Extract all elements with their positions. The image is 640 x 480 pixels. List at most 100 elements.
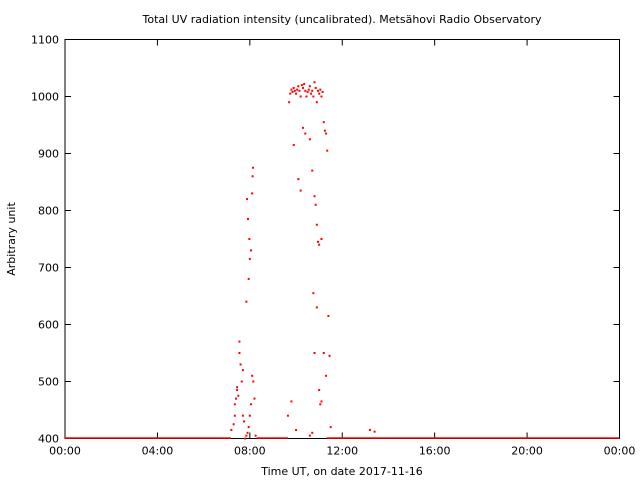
baseline-point xyxy=(332,437,335,439)
baseline-point xyxy=(357,437,360,439)
baseline-point xyxy=(361,437,364,439)
baseline-point xyxy=(442,437,445,439)
baseline-point xyxy=(340,437,343,439)
baseline-point xyxy=(572,437,575,439)
data-point xyxy=(319,403,322,406)
chart-title: Total UV radiation intensity (uncalibrat… xyxy=(142,13,542,26)
baseline-point xyxy=(85,437,87,439)
baseline-point xyxy=(124,437,126,439)
baseline-point xyxy=(147,437,149,439)
data-point xyxy=(312,95,315,98)
baseline-point xyxy=(563,437,566,439)
baseline-point xyxy=(617,437,620,439)
baseline-point xyxy=(550,437,553,439)
baseline-point xyxy=(79,437,81,439)
baseline-point xyxy=(87,437,89,439)
baseline-point xyxy=(522,437,525,439)
baseline-point xyxy=(126,437,128,439)
baseline-point xyxy=(493,437,496,439)
y-tick-label: 1100 xyxy=(31,34,59,47)
baseline-point xyxy=(475,437,478,439)
baseline-point xyxy=(91,437,93,439)
baseline-point xyxy=(490,437,493,439)
baseline-point xyxy=(606,437,609,439)
data-point xyxy=(295,92,298,95)
baseline-point xyxy=(449,437,452,439)
baseline-point xyxy=(161,437,163,439)
baseline-point xyxy=(104,437,106,439)
baseline-point xyxy=(450,437,453,439)
y-tick-label: 600 xyxy=(38,319,59,332)
baseline-point xyxy=(339,437,342,439)
baseline-point xyxy=(347,437,350,439)
baseline-point xyxy=(105,437,107,439)
x-tick-label: 12:00 xyxy=(326,445,358,458)
baseline-point xyxy=(73,437,75,439)
baseline-point xyxy=(379,437,382,439)
baseline-point xyxy=(343,437,346,439)
baseline-point xyxy=(545,437,548,439)
baseline-point xyxy=(218,437,220,439)
baseline-point xyxy=(128,437,130,439)
baseline-point xyxy=(400,437,403,439)
data-point xyxy=(315,101,318,104)
baseline-point xyxy=(596,437,599,439)
data-point xyxy=(245,434,248,437)
baseline-point xyxy=(207,437,209,439)
baseline-point xyxy=(95,437,97,439)
baseline-point xyxy=(406,437,409,439)
baseline-point xyxy=(280,437,282,439)
baseline-point xyxy=(201,437,203,439)
baseline-point xyxy=(282,437,284,439)
baseline-point xyxy=(71,437,73,439)
baseline-point xyxy=(278,437,280,439)
baseline-point xyxy=(380,437,383,439)
data-point xyxy=(246,218,249,221)
baseline-point xyxy=(333,437,336,439)
data-point xyxy=(316,240,319,243)
baseline-point xyxy=(441,437,444,439)
data-point xyxy=(230,428,233,431)
baseline-point xyxy=(382,437,385,439)
baseline-point xyxy=(257,437,259,439)
baseline-point xyxy=(364,437,367,439)
baseline-point xyxy=(92,437,94,439)
baseline-point xyxy=(160,437,162,439)
baseline-point xyxy=(81,437,83,439)
baseline-point xyxy=(408,437,411,439)
baseline-point xyxy=(283,437,285,439)
baseline-point xyxy=(485,437,488,439)
data-point xyxy=(312,292,315,295)
baseline-point xyxy=(616,437,619,439)
data-point xyxy=(311,89,314,92)
y-tick-label: 1000 xyxy=(31,91,59,104)
baseline-point xyxy=(129,437,131,439)
data-point xyxy=(315,306,318,309)
baseline-point xyxy=(210,437,212,439)
baseline-point xyxy=(395,437,398,439)
baseline-point xyxy=(571,437,574,439)
baseline-point xyxy=(537,437,540,439)
baseline-point xyxy=(149,437,151,439)
baseline-point xyxy=(486,437,489,439)
baseline-point xyxy=(137,437,139,439)
baseline-point xyxy=(142,437,144,439)
baseline-point xyxy=(414,437,417,439)
data-point xyxy=(313,195,316,198)
baseline-point xyxy=(265,437,267,439)
baseline-point xyxy=(456,437,459,439)
baseline-point xyxy=(179,437,181,439)
baseline-point xyxy=(568,437,571,439)
baseline-point xyxy=(383,437,386,439)
data-point xyxy=(248,257,251,260)
data-point xyxy=(293,89,296,92)
baseline-point xyxy=(506,437,509,439)
baseline-point xyxy=(163,437,165,439)
baseline-point xyxy=(154,437,156,439)
baseline-point xyxy=(423,437,426,439)
data-point xyxy=(295,428,298,431)
baseline-point xyxy=(505,437,508,439)
baseline-point xyxy=(189,437,191,439)
baseline-point xyxy=(390,437,393,439)
baseline-point xyxy=(181,437,183,439)
